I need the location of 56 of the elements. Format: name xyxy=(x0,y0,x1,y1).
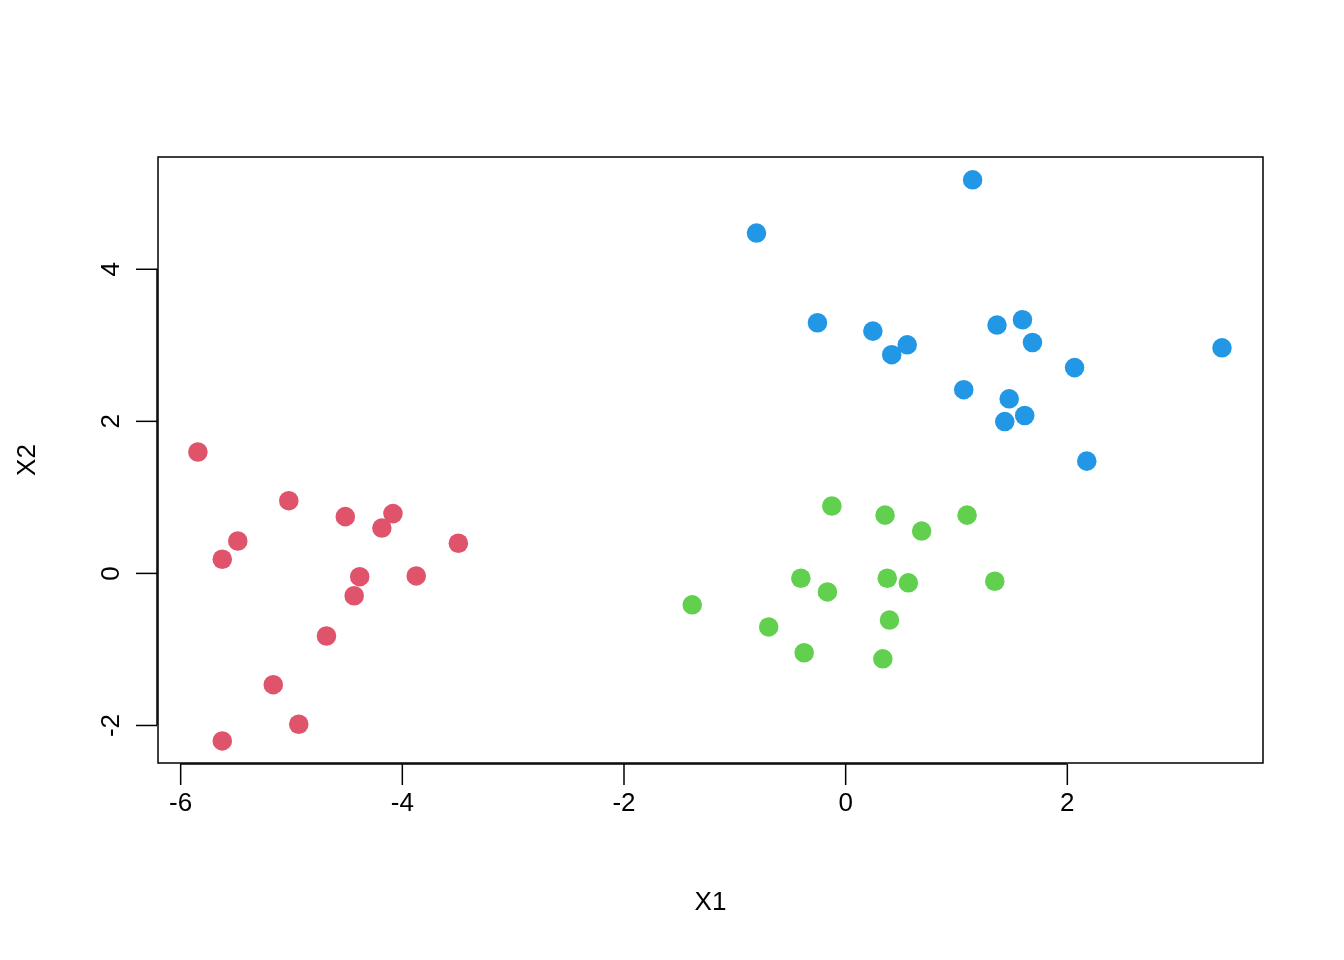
point xyxy=(228,531,248,551)
point xyxy=(898,573,919,593)
point xyxy=(807,313,828,333)
point xyxy=(987,315,1007,335)
point xyxy=(994,411,1015,432)
point xyxy=(817,582,838,602)
point xyxy=(794,643,814,663)
point xyxy=(957,505,977,525)
point xyxy=(911,521,932,541)
y-tick-label: 0 xyxy=(95,566,125,581)
point xyxy=(335,506,356,527)
point xyxy=(1014,405,1035,426)
x-axis-title: X1 xyxy=(694,886,727,916)
point xyxy=(1077,451,1097,471)
point xyxy=(263,674,284,695)
y-tick-label: -2 xyxy=(95,713,125,738)
point xyxy=(349,566,370,587)
point xyxy=(875,505,895,525)
point xyxy=(383,503,403,524)
point xyxy=(316,626,337,646)
point xyxy=(953,379,974,400)
x-tick-label: -4 xyxy=(390,787,414,818)
point xyxy=(873,649,893,669)
point xyxy=(1022,332,1043,353)
point xyxy=(212,731,233,751)
point xyxy=(758,617,779,637)
point xyxy=(212,549,233,569)
x-tick-label: -6 xyxy=(169,787,193,818)
y-tick-label: 2 xyxy=(95,414,125,429)
point xyxy=(344,585,364,606)
x-tick-label: 0 xyxy=(838,787,853,818)
point xyxy=(1012,309,1033,330)
point xyxy=(746,223,767,243)
point xyxy=(682,595,702,615)
point xyxy=(791,568,811,588)
point xyxy=(897,335,917,355)
x-tick-label: 2 xyxy=(1060,787,1075,818)
x-tick-label: -2 xyxy=(612,787,636,818)
point xyxy=(863,321,883,341)
point xyxy=(822,496,842,516)
point xyxy=(962,170,983,190)
point xyxy=(879,610,900,630)
y-axis-title: X2 xyxy=(11,444,41,476)
point xyxy=(999,389,1019,409)
point xyxy=(188,442,208,462)
point xyxy=(1212,338,1232,358)
point xyxy=(985,571,1005,592)
point xyxy=(881,344,902,365)
point xyxy=(877,568,898,588)
point xyxy=(372,518,392,538)
point xyxy=(406,566,427,586)
y-tick-label: 4 xyxy=(95,262,125,277)
point xyxy=(448,533,469,554)
point xyxy=(279,490,299,511)
point xyxy=(1064,357,1085,378)
point xyxy=(288,714,309,734)
